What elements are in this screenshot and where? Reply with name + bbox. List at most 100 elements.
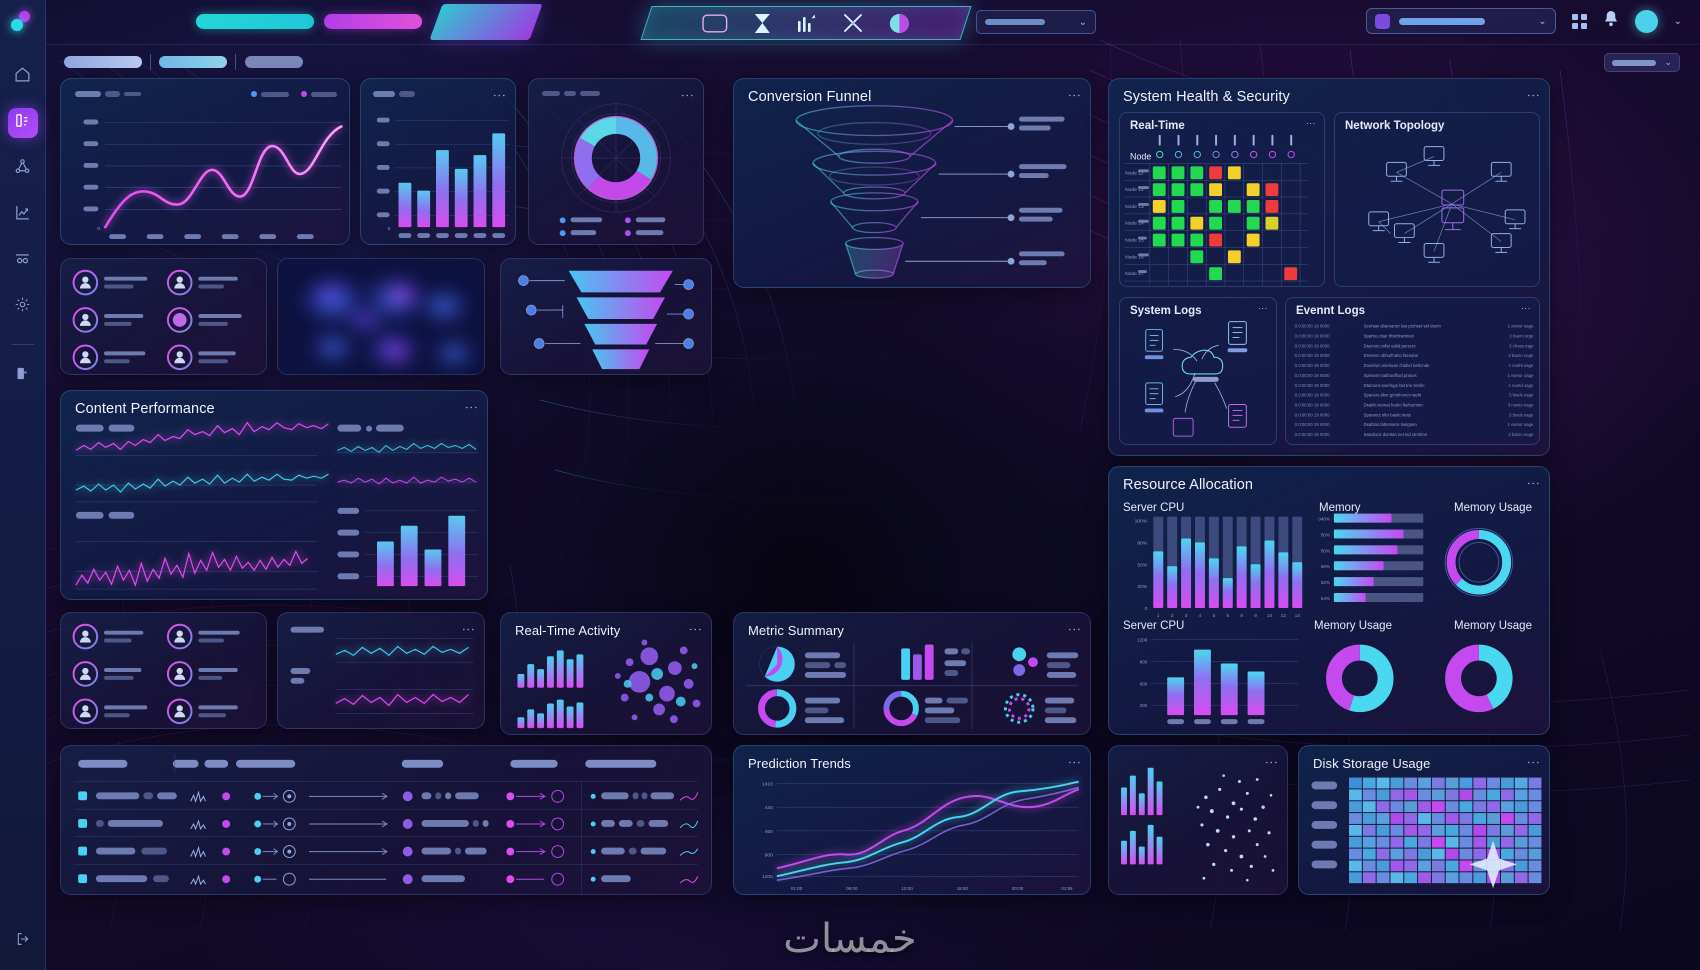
kebab-menu-icon[interactable]: ⋮	[492, 89, 507, 102]
circle-split-icon[interactable]	[889, 13, 910, 34]
disk-storage-card[interactable]: Disk Storage Usage ⋮	[1298, 745, 1550, 895]
sidebar-item-network[interactable]	[8, 154, 38, 184]
data-table-card[interactable]	[60, 745, 712, 895]
content-performance-graphic	[75, 421, 479, 590]
sparkline-card[interactable]: ⋮	[277, 612, 485, 729]
hourglass-icon[interactable]	[754, 13, 771, 34]
kebab-menu-icon[interactable]: ⋮	[1526, 756, 1541, 769]
bell-icon[interactable]	[1603, 10, 1619, 32]
topbar-tab-primary[interactable]	[196, 14, 314, 29]
donut-chart	[559, 103, 671, 237]
card-title: Real-Time Activity	[515, 623, 621, 638]
screen-icon[interactable]	[702, 14, 728, 33]
svg-text:0: 0	[1145, 606, 1148, 612]
kebab-menu-icon[interactable]: ⋮	[680, 89, 695, 102]
kebab-menu-icon[interactable]: ⋮	[1067, 623, 1082, 636]
sidebar-item-settings[interactable]	[8, 292, 38, 322]
svg-text:1 ewnor oage: 1 ewnor oage	[1508, 373, 1534, 378]
kebab-menu-icon[interactable]: ⋮	[1067, 89, 1082, 102]
avatar[interactable]	[1634, 9, 1658, 33]
card-title: System Health & Security	[1123, 89, 1290, 105]
breadcrumb-item-1[interactable]	[64, 56, 142, 68]
prediction-trends-card[interactable]: Prediction Trends ⋮ 1410 440 460 900 1200 0…	[733, 745, 1091, 895]
kebab-menu-icon[interactable]: ⋮	[1264, 756, 1279, 769]
svg-text:0.0:00:00 19 0000: 0.0:00:00 19 0000	[1295, 403, 1330, 408]
network-topology-card[interactable]: Network Topology	[1334, 112, 1540, 287]
sidebar-item-trends[interactable]	[8, 200, 38, 230]
topbar-context-select[interactable]: ⌄	[976, 10, 1096, 34]
shuffle-icon[interactable]	[843, 13, 863, 33]
resource-allocation-card[interactable]: Resource Allocation ⋮ Server CPU Memory …	[1108, 466, 1550, 735]
kebab-menu-icon[interactable]: ⋮	[1067, 756, 1082, 769]
svg-text:13: 13	[1295, 613, 1301, 618]
activity-heatmap-card[interactable]	[277, 258, 485, 375]
scatter-card[interactable]: ⋮	[1108, 745, 1288, 895]
scatter-graphic	[1121, 767, 1275, 882]
sidebar-divider	[11, 344, 34, 345]
home-icon	[14, 66, 31, 88]
kebab-menu-icon[interactable]: ⋮	[1526, 89, 1541, 102]
account-select[interactable]: ⌄	[1365, 8, 1556, 34]
label-memory-usage-3: Memory Usage	[1454, 620, 1532, 632]
kebab-menu-icon[interactable]: ⋮	[1526, 477, 1541, 490]
content-performance-card[interactable]: Content Performance ⋮	[60, 390, 488, 600]
svg-text:6: 6	[1226, 613, 1229, 618]
breadcrumb-divider	[150, 54, 151, 70]
svg-text:Node 12: Node 12	[1125, 187, 1144, 193]
chevron-down-icon[interactable]: ⌄	[1673, 15, 1682, 27]
donut-chart-card[interactable]: ⋮	[528, 78, 704, 245]
sidebar-item-home[interactable]	[8, 62, 38, 92]
range-select[interactable]: ⌄	[1604, 53, 1680, 72]
kebab-menu-icon[interactable]: ⋮	[464, 401, 479, 414]
svg-text:Node 17: Node 17	[1125, 271, 1144, 277]
kebab-menu-icon[interactable]: ⋮	[1306, 119, 1316, 128]
realtime-matrix-card[interactable]: Real-Time ⋮ Node	[1119, 112, 1325, 287]
sidebar-item-reports[interactable]	[8, 361, 38, 391]
user-list-top-card[interactable]	[60, 258, 267, 375]
logo-orb[interactable]	[10, 10, 36, 36]
breadcrumb-item-2[interactable]	[159, 56, 227, 68]
grid-apps-icon[interactable]	[1571, 13, 1587, 29]
label-server-cpu-1: Server CPU	[1123, 502, 1185, 514]
breadcrumb-item-3[interactable]	[245, 56, 303, 68]
kebab-menu-icon[interactable]: ⋮	[1521, 304, 1531, 313]
user-list-graphic-2	[72, 623, 240, 725]
svg-text:Spahre.ctser thstcfrwntnen: Spahre.ctser thstcfrwntnen	[1364, 333, 1415, 338]
sparkle-icon	[1469, 840, 1517, 889]
svg-text:0.0:00:00 19 0000: 0.0:00:00 19 0000	[1295, 432, 1330, 437]
realtime-activity-graphic	[517, 639, 701, 729]
svg-text:8: 8	[1240, 613, 1243, 618]
subcard-title: Network Topology	[1345, 120, 1445, 132]
sidebar-item-analytics[interactable]	[7, 108, 38, 138]
sidebar-item-list[interactable]	[8, 246, 38, 276]
metric-summary-card[interactable]: Metric Summary ⋮	[733, 612, 1091, 735]
kebab-menu-icon[interactable]: ⋮	[461, 623, 476, 636]
topbar-tab-secondary[interactable]	[324, 14, 422, 29]
breadcrumb-bar: ⌄	[46, 44, 1700, 78]
system-logs-card[interactable]: System Logs ⋮	[1119, 297, 1277, 445]
svg-text:0: 0	[388, 226, 391, 232]
svg-text:Dosehon.nsehuan chahet behcnde: Dosehon.nsehuan chahet behcnde	[1364, 363, 1430, 368]
bars-icon[interactable]	[797, 13, 817, 33]
svg-text:0.0:00:00 19 0000: 0.0:00:00 19 0000	[1295, 324, 1330, 329]
kebab-menu-icon[interactable]: ⋮	[1258, 304, 1268, 313]
realtime-activity-card[interactable]: Real-Time Activity ⋮	[500, 612, 712, 735]
svg-text:0.0:00:00 19 0000: 0.0:00:00 19 0000	[1295, 363, 1330, 368]
range-value	[1612, 59, 1656, 66]
svg-text:Node 16: Node 16	[1125, 254, 1144, 260]
event-logs-card[interactable]: Evennt Logs ⋮ 0.0:00:00 19 0000 0.0:00:00…	[1285, 297, 1540, 445]
svg-text:200: 200	[1140, 703, 1148, 708]
funnel-3d-graphic	[795, 105, 1067, 279]
bar-chart-card[interactable]: ⋮ 0	[360, 78, 516, 245]
conversion-funnel-card[interactable]: Conversion Funnel ⋮	[733, 78, 1091, 288]
disk-storage-heatmap	[1311, 777, 1542, 889]
user-list-bottom-card[interactable]	[60, 612, 267, 729]
svg-text:1 ewnor oage: 1 ewnor oage	[1508, 324, 1534, 329]
svg-text:50%: 50%	[1321, 548, 1330, 553]
revenue-line-chart-card[interactable]: 0	[60, 78, 350, 245]
svg-text:3 nowto nage: 3 nowto nage	[1508, 403, 1534, 408]
system-health-card[interactable]: System Health & Security ⋮ Real-Time ⋮ N…	[1108, 78, 1550, 456]
funnel-small-card[interactable]	[500, 258, 712, 375]
sidebar-item-logout[interactable]	[8, 926, 38, 956]
kebab-menu-icon[interactable]: ⋮	[688, 623, 703, 636]
